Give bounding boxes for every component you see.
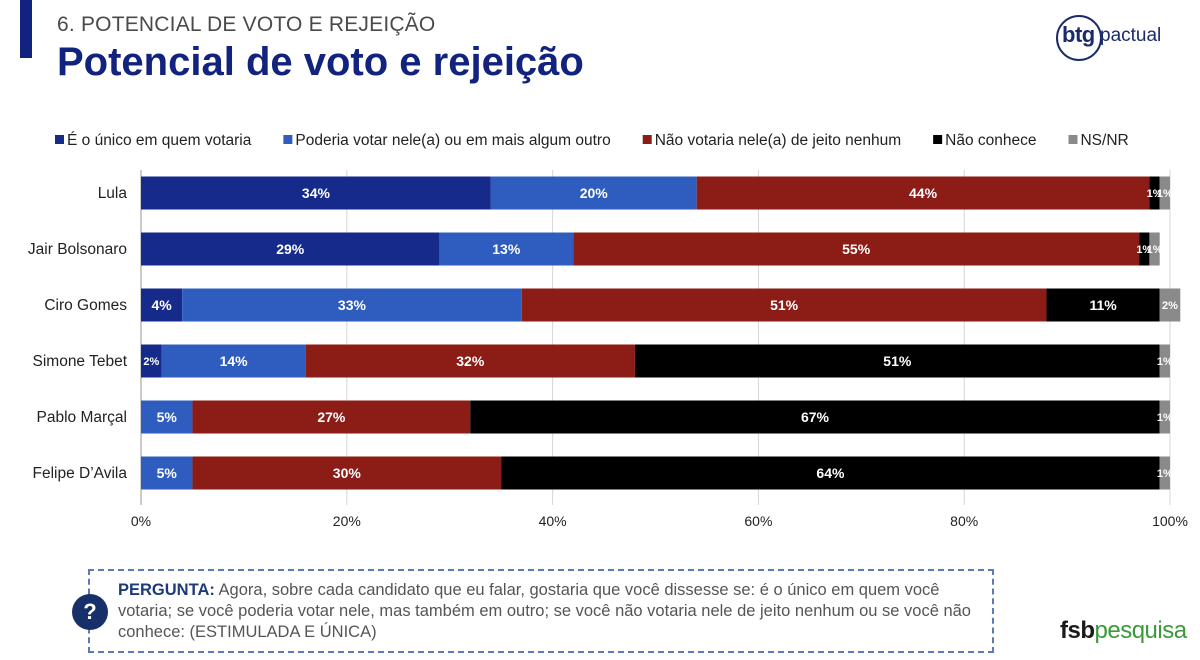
bar-value-label: 14%: [220, 353, 249, 369]
bar-segment: [634, 344, 1160, 378]
legend-swatch: [1068, 135, 1078, 144]
bar-value-label: 33%: [338, 297, 367, 313]
bar-value-label: 1%: [1157, 468, 1173, 480]
x-tick-label: 60%: [744, 513, 772, 529]
x-tick-label: 40%: [539, 513, 567, 529]
bar-segment: [1139, 232, 1150, 266]
x-tick-label: 20%: [333, 513, 361, 529]
bar-value-label: 55%: [842, 241, 871, 257]
bar-value-label: 44%: [909, 185, 938, 201]
category-label: Simone Tebet: [33, 353, 128, 370]
logo-pactual-text: pactual: [1100, 25, 1162, 46]
bar-segment: [141, 176, 491, 210]
bar-value-label: 51%: [770, 297, 799, 313]
bar-segment: [470, 400, 1160, 434]
legend-label: É o único em quem votaria: [67, 132, 252, 149]
x-tick-label: 100%: [1152, 513, 1188, 529]
bar-segment: [439, 232, 574, 266]
bar-segment: [192, 400, 471, 434]
legend-swatch: [933, 135, 943, 144]
bar-segment: [182, 288, 522, 322]
bar-value-label: 64%: [816, 465, 845, 481]
page-title: Potencial de voto e rejeição: [57, 40, 584, 84]
bar-value-label: 32%: [456, 353, 485, 369]
legend-swatch: [642, 135, 652, 144]
bar-value-label: 67%: [801, 409, 830, 425]
stacked-bar-chart: É o único em quem votaria Poderia votar n…: [28, 132, 1188, 529]
bar-segment: [141, 232, 440, 266]
bar-value-label: 1%: [1147, 188, 1163, 200]
bar-segment: [501, 456, 1160, 490]
bar-segment: [573, 232, 1140, 266]
legend-label: Não votaria nele(a) de jeito nenhum: [655, 132, 901, 149]
fsb-pesquisa-logo: fsbpesquisa: [1060, 617, 1187, 645]
bar-value-label: 4%: [151, 297, 172, 313]
bar-segment: [192, 456, 502, 490]
bar-value-label: 2%: [1162, 300, 1178, 312]
bar-segment: [1046, 288, 1160, 322]
bar-segment: [141, 400, 193, 434]
logo-pesquisa-text: pesquisa: [1094, 617, 1188, 644]
legend-label: Poderia votar nele(a) ou em mais algum o…: [295, 132, 610, 149]
category-label: Ciro Gomes: [44, 297, 127, 314]
bar-segment: [1159, 400, 1170, 434]
bar-segment: [141, 288, 183, 322]
bar-value-label: 13%: [492, 241, 521, 257]
bar-value-label: 27%: [317, 409, 346, 425]
bar-value-label: 5%: [157, 465, 178, 481]
category-label: Jair Bolsonaro: [28, 241, 127, 258]
bar-segment: [1159, 288, 1181, 322]
question-label: PERGUNTA:: [118, 581, 215, 599]
bar-segment: [161, 344, 306, 378]
x-tick-label: 0%: [131, 513, 151, 529]
btg-pactual-logo: btg pactual: [1052, 12, 1182, 62]
bar-segment: [1149, 232, 1160, 266]
category-label: Pablo Marçal: [37, 409, 127, 426]
bar-segment: [305, 344, 635, 378]
chart-gridlines: [140, 170, 1171, 505]
bar-segment: [141, 456, 193, 490]
question-body: Agora, sobre cada candidato que eu falar…: [118, 581, 971, 641]
legend-label: Não conhece: [945, 132, 1036, 149]
bar-segment: [490, 176, 697, 210]
bar-segment: [696, 176, 1150, 210]
bar-segment: [1159, 344, 1170, 378]
bar-value-label: 5%: [157, 409, 178, 425]
bar-value-label: 11%: [1089, 297, 1117, 313]
bar-value-label: 51%: [883, 353, 912, 369]
bar-segment: [521, 288, 1047, 322]
bar-value-label: 30%: [333, 465, 362, 481]
bar-segment: [1159, 176, 1170, 210]
bar-value-label: 29%: [276, 241, 305, 257]
chart-legend: É o único em quem votaria Poderia votar n…: [55, 132, 1129, 149]
chart-bars: 34% 20% 44% 1%1%29% 13% 55% 1%1%4% 33% 51% 11% 2%2…: [141, 176, 1181, 490]
bar-value-label: 1%: [1157, 412, 1173, 424]
bar-value-label: 1%: [1157, 356, 1173, 368]
legend-label: NS/NR: [1080, 132, 1128, 149]
bar-value-label: 1%: [1147, 244, 1163, 256]
bar-value-label: 1%: [1157, 188, 1173, 200]
bar-value-label: 34%: [302, 185, 331, 201]
logo-fsb-text: fsb: [1060, 617, 1095, 644]
legend-swatch: [283, 135, 293, 144]
section-title: 6. POTENCIAL DE VOTO E REJEIÇÃO: [57, 13, 436, 36]
category-labels: Lula Jair Bolsonaro Ciro Gomes Simone Tebet…: [28, 185, 128, 482]
x-axis-ticks: 0% 20% 40% 60% 80% 100%: [131, 513, 1188, 529]
question-icon: ?: [72, 594, 108, 630]
bar-segment: [141, 344, 162, 378]
legend-swatch: [55, 135, 64, 144]
bar-value-label: 1%: [1136, 244, 1152, 256]
question-text: PERGUNTA: Agora, sobre cada candidato qu…: [118, 580, 988, 643]
accent-bar: [20, 0, 32, 58]
category-label: Felipe D’Avila: [33, 465, 128, 482]
bar-value-label: 2%: [143, 356, 159, 368]
x-tick-label: 80%: [950, 513, 978, 529]
logo-btg-text: btg: [1062, 22, 1095, 47]
category-label: Lula: [98, 185, 128, 202]
bar-segment: [1149, 176, 1160, 210]
logo-ring-icon: [1056, 15, 1102, 61]
bar-value-label: 20%: [580, 185, 609, 201]
bar-segment: [1159, 456, 1170, 490]
